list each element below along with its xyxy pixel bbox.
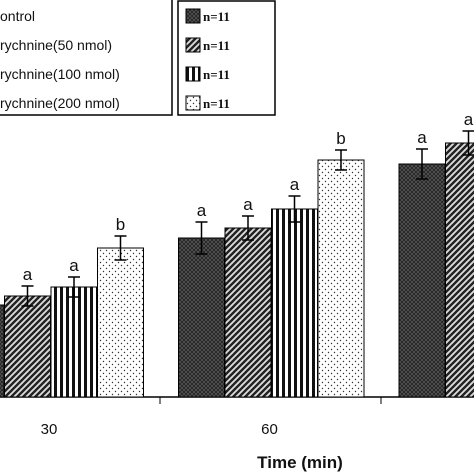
error-bar xyxy=(288,195,301,223)
bar xyxy=(50,286,98,398)
x-axis-label: Time (min) xyxy=(257,453,343,472)
legend-swatch xyxy=(185,8,201,24)
bar xyxy=(271,208,318,398)
legend-n: n=11 xyxy=(203,9,230,24)
significance-letter: b xyxy=(336,129,345,148)
error-bar xyxy=(416,148,428,180)
legend-n: n=11 xyxy=(203,67,230,82)
legend-swatch xyxy=(185,95,201,111)
legend-label: ontrol xyxy=(0,8,35,24)
legend-n: n=11 xyxy=(203,96,230,111)
bar xyxy=(398,163,446,398)
bar xyxy=(97,247,144,398)
significance-letter: a xyxy=(197,201,207,220)
error-bar xyxy=(195,221,208,255)
legend-label: rychnine(100 nmol) xyxy=(0,66,120,82)
error-bar xyxy=(114,235,127,261)
bar xyxy=(178,237,225,398)
significance-letter: a xyxy=(464,110,474,129)
bar xyxy=(224,227,272,398)
legend-box xyxy=(0,0,173,116)
significance-letter: a xyxy=(23,265,33,284)
legend-label: rychnine(200 nmol) xyxy=(0,95,120,111)
bar xyxy=(317,159,365,398)
x-tick-label: 30 xyxy=(41,421,58,438)
significance-letter: a xyxy=(243,195,253,214)
error-bar xyxy=(21,285,34,307)
bar xyxy=(445,142,474,398)
error-bar xyxy=(462,130,474,156)
legend-n: n=11 xyxy=(203,38,230,53)
error-bar xyxy=(68,276,80,298)
legend-swatch xyxy=(185,66,201,82)
significance-letter: a xyxy=(417,128,427,147)
x-tick-label: 60 xyxy=(261,421,278,438)
error-bar xyxy=(335,149,347,171)
error-bar xyxy=(242,215,254,241)
significance-letter: b xyxy=(116,215,125,234)
bar xyxy=(4,295,51,398)
bar xyxy=(0,304,5,398)
significance-letter: a xyxy=(290,175,300,194)
legend-swatch xyxy=(185,37,201,53)
significance-letter: a xyxy=(69,256,79,275)
legend-label: rychnine(50 nmol) xyxy=(0,37,112,53)
